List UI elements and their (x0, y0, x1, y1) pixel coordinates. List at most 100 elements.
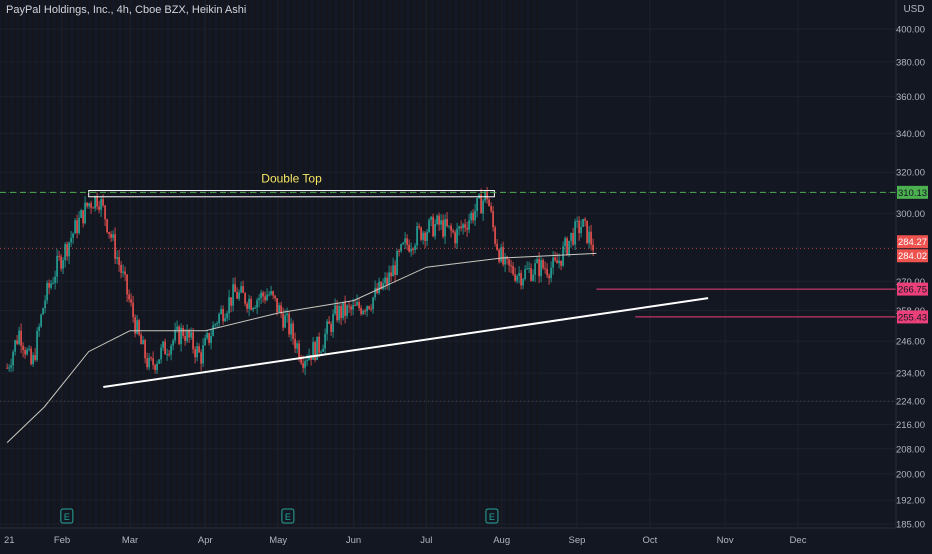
candle-body (302, 363, 304, 368)
candle-body (58, 255, 60, 257)
candle-body (560, 260, 562, 266)
candle-body (270, 291, 272, 295)
candle-body (124, 271, 126, 275)
candle-body (584, 218, 586, 221)
candle-body (200, 352, 202, 364)
candle-body (326, 321, 328, 334)
candle-body (350, 306, 352, 310)
candle-body (176, 326, 178, 330)
candle-body (338, 305, 340, 321)
candles (6, 186, 594, 376)
candle-body (460, 226, 462, 229)
candle-body (440, 220, 442, 225)
price-tick-label: 192.00 (896, 496, 925, 507)
candle-body (114, 234, 116, 259)
time-tick-label: Jun (346, 535, 361, 546)
candle-body (462, 224, 464, 229)
candle-body (290, 323, 292, 335)
time-tick-label: 21 (4, 535, 15, 546)
candle-body (562, 246, 564, 266)
earnings-marker: E (60, 508, 74, 524)
candle-body (40, 314, 42, 327)
candle-body (446, 219, 448, 227)
candle-body (318, 336, 320, 353)
candle-body (66, 244, 68, 257)
candle-body (150, 357, 152, 359)
candle-body (184, 336, 186, 341)
candle-body (42, 308, 44, 315)
candle-body (390, 272, 392, 277)
candle-body (410, 248, 412, 252)
candle-body (196, 346, 198, 358)
candle-body (380, 281, 382, 289)
candle-body (488, 199, 490, 207)
currency-label[interactable]: USD (903, 4, 925, 15)
price-tick-label: 340.00 (896, 129, 925, 140)
candle-body (38, 326, 40, 331)
candle-body (300, 358, 302, 364)
candle-body (118, 257, 120, 265)
candle-body (254, 307, 256, 309)
candle-body (222, 309, 224, 322)
candle-body (530, 268, 532, 281)
candle-body (558, 260, 560, 264)
candle-body (76, 220, 78, 234)
candle-body (306, 359, 308, 361)
candle-body (480, 194, 482, 214)
candle-body (104, 205, 106, 220)
candle-body (458, 226, 460, 229)
candle-body (554, 257, 556, 261)
candle-body (46, 282, 48, 301)
last-price-tag-bg (897, 235, 928, 249)
candle-body (328, 321, 330, 324)
candle-body (286, 313, 288, 316)
candle-body (450, 225, 452, 231)
candle-body (26, 349, 28, 355)
candle-body (586, 220, 588, 244)
candle-body (344, 301, 346, 316)
candle-body (244, 292, 246, 304)
candle-body (576, 220, 578, 222)
moving-average-line (6, 252, 597, 443)
candle-body (342, 301, 344, 318)
candle-body (202, 345, 204, 364)
candle-body (152, 358, 154, 365)
candle-body (160, 347, 162, 360)
candle-body (216, 323, 218, 325)
candle-body (48, 282, 50, 288)
support-price-tag-upper-bg (897, 282, 928, 296)
price-tick-label: 208.00 (896, 444, 925, 455)
candle-body (266, 294, 268, 301)
candle-body (34, 355, 36, 360)
candle-body (238, 292, 240, 299)
earnings-marker-box (485, 508, 499, 524)
candle-body (378, 281, 380, 294)
candle-body (362, 310, 364, 315)
earnings-marker: E (485, 508, 499, 524)
candle-body (360, 307, 362, 315)
candle-body (580, 226, 582, 234)
candle-body (218, 314, 220, 324)
support-price-tag-lower: 255.43 (898, 312, 927, 323)
candle-body (162, 341, 164, 348)
earnings-marker-box (281, 508, 295, 524)
candle-body (574, 221, 576, 245)
candle-body (320, 351, 322, 353)
candle-body (8, 367, 10, 369)
candle-body (422, 232, 424, 240)
resistance-price-tag: 310.13 (898, 188, 927, 199)
candle-body (294, 338, 296, 349)
candle-body (54, 276, 56, 283)
candle-body (510, 265, 512, 267)
candle-body (504, 256, 506, 265)
earnings-marker-label: E (64, 512, 70, 522)
candle-body (364, 310, 366, 312)
candle-body (256, 300, 258, 308)
candle-body (168, 354, 170, 356)
candle-body (444, 219, 446, 237)
candle-body (348, 305, 350, 307)
candle-body (578, 220, 580, 234)
time-tick-label: Aug (493, 535, 510, 546)
